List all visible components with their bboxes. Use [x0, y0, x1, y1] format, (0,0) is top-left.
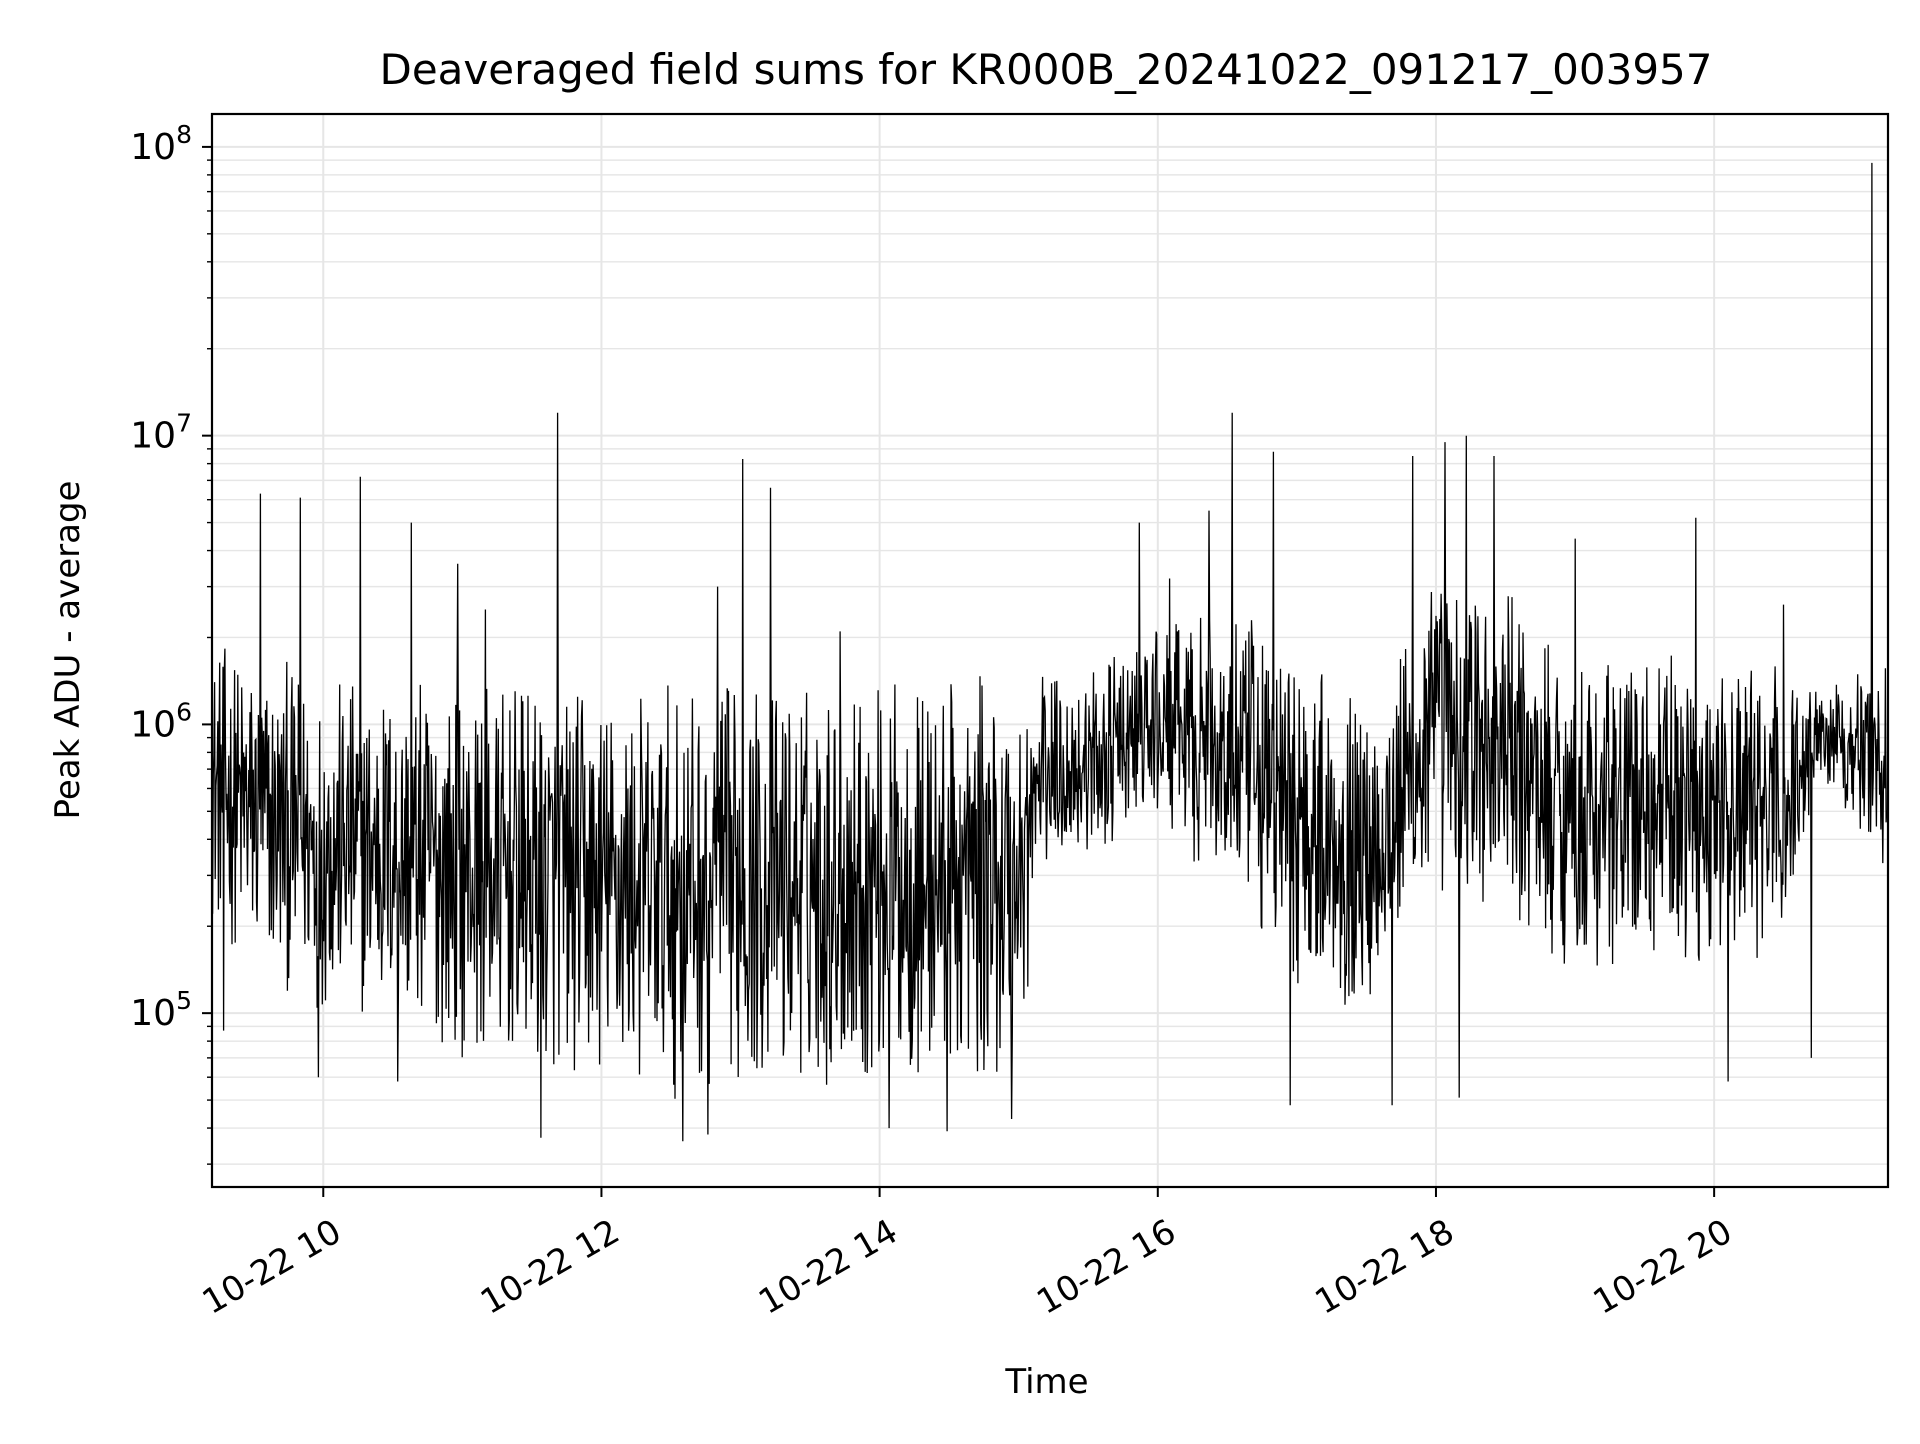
x-tick-label: 10-22 14 [752, 1212, 904, 1323]
series-line [212, 162, 1888, 1142]
y-tick-label: 107 [130, 409, 192, 457]
grid-lines [212, 114, 1888, 1187]
y-tick-label: 106 [130, 697, 192, 745]
chart-title: Deaveraged field sums for KR000B_2024102… [380, 45, 1713, 94]
y-axis-ticks: 105 106 107 108 [130, 120, 212, 1165]
x-tick-label: 10-22 10 [196, 1212, 348, 1323]
y-axis-label: Peak ADU - average [48, 481, 88, 820]
x-tick-label: 10-22 18 [1308, 1212, 1460, 1323]
x-tick-label: 10-22 12 [474, 1212, 626, 1323]
y-tick-label: 105 [130, 986, 192, 1034]
x-axis-ticks: 10-22 10 10-22 12 10-22 14 10-22 16 10-22 18… [196, 1187, 1739, 1323]
series-group [212, 162, 1888, 1142]
plot-area [210, 112, 1890, 1189]
x-tick-label: 10-22 16 [1030, 1212, 1182, 1323]
x-tick-label: 10-22 20 [1587, 1212, 1739, 1323]
x-axis-label: Time [1004, 1362, 1088, 1402]
y-tick-label: 108 [130, 120, 192, 168]
